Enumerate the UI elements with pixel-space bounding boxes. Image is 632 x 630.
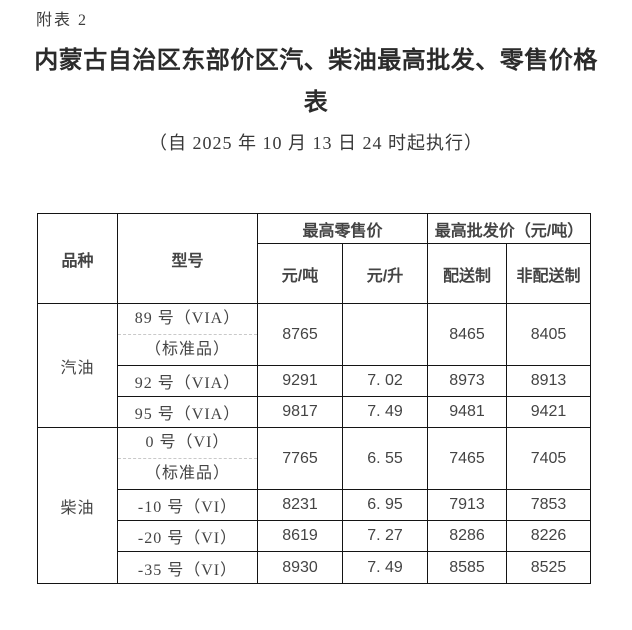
cell-variety-gasoline: 汽油 (37, 303, 118, 428)
appendix-tag: 附表 2 (36, 12, 89, 29)
effective-date-note: （自 2025 年 10 月 13 日 24 时起执行） (149, 133, 483, 153)
cell-retail-liter (341, 303, 429, 366)
cell-model-diesel-minus10: -10 号（VI） (117, 489, 258, 521)
cell-model-diesel-minus20: -20 号（VI） (117, 520, 258, 552)
model-two-line: 89 号（VIA） （标准品） (118, 305, 257, 365)
cell-wholesale-non-delivery: 8405 (506, 303, 592, 366)
table-row-diesel-0: 柴油 0 号（VI） （标准品） 7765 6. 55 7465 7405 (37, 427, 592, 584)
cell-retail-liter: 7. 49 (341, 396, 429, 428)
cell-model-gasoline-89: 89 号（VIA） （标准品） (117, 303, 258, 366)
table-row-diesel-minus35: -35 号（VI） 8930 7. 49 8585 8525 (38, 551, 592, 584)
cell-retail-ton: 7765 (257, 427, 343, 490)
cell-retail-ton: 9291 (257, 365, 343, 397)
table-row-gasoline-92: 92 号（VIA） 9291 7. 02 8973 8913 (38, 365, 592, 397)
model-line-2: （标准品） (144, 341, 230, 358)
cell-retail-liter: 6. 95 (341, 489, 429, 521)
document-title-line1: 内蒙古自治区东部价区汽、柴油最高批发、零售价格 (34, 48, 598, 74)
document-title-line2: 表 (303, 90, 329, 116)
header-cell-yuan-per-ton: 元/吨 (257, 243, 343, 304)
header-cell-retail-group: 最高零售价 (256, 213, 429, 244)
cell-wholesale-delivery: 7465 (427, 427, 508, 490)
model-line-2: （标准品） (144, 465, 230, 482)
model-line-1: 0 号（VI） (118, 429, 257, 459)
header-cell-model: 型号 (117, 213, 258, 304)
cell-model-gasoline-92: 92 号（VIA） (117, 365, 258, 397)
cell-model-diesel-0: 0 号（VI） （标准品） (117, 427, 258, 490)
cell-wholesale-delivery: 8465 (427, 303, 508, 366)
cell-wholesale-delivery: 8585 (427, 551, 508, 584)
table-row-gasoline-95: 95 号（VIA） 9817 7. 49 9481 9421 (38, 396, 592, 428)
cell-retail-ton: 8930 (257, 551, 343, 584)
cell-wholesale-non-delivery: 7853 (506, 489, 592, 521)
model-two-line: 0 号（VI） （标准品） (118, 429, 257, 489)
cell-wholesale-non-delivery: 9421 (506, 396, 592, 428)
cell-retail-ton: 8231 (257, 489, 343, 521)
header-cell-delivery: 配送制 (427, 243, 508, 304)
cell-model-gasoline-95: 95 号（VIA） (117, 396, 258, 428)
cell-retail-ton: 8619 (257, 520, 343, 552)
cell-model-diesel-minus35: -35 号（VI） (117, 551, 258, 584)
table-row-diesel-minus10: -10 号（VI） 8231 6. 95 7913 7853 (38, 489, 592, 521)
price-table: 品种 型号 最高零售价 最高批发价（元/吨） 元/吨 元/升 配送制 非配送制 … (37, 213, 592, 584)
table-row-diesel-minus20: -20 号（VI） 8619 7. 27 8286 8226 (38, 520, 592, 552)
cell-wholesale-delivery: 8973 (427, 365, 508, 397)
cell-wholesale-non-delivery: 8226 (506, 520, 592, 552)
cell-retail-liter: 6. 55 (341, 427, 429, 490)
cell-retail-ton: 8765 (257, 303, 343, 366)
cell-retail-liter: 7. 49 (341, 551, 429, 584)
cell-variety-diesel: 柴油 (37, 427, 118, 584)
document-title: 内蒙古自治区东部价区汽、柴油最高批发、零售价格表 (26, 40, 606, 124)
cell-wholesale-delivery: 8286 (427, 520, 508, 552)
header-cell-variety: 品种 (37, 213, 118, 304)
cell-wholesale-delivery: 7913 (427, 489, 508, 521)
table-row-gasoline-89: 汽油 89 号（VIA） （标准品） 8765 8465 8405 (37, 303, 592, 428)
cell-retail-liter: 7. 27 (341, 520, 429, 552)
cell-wholesale-non-delivery: 7405 (506, 427, 592, 490)
model-line-1: 89 号（VIA） (118, 305, 257, 335)
cell-retail-ton: 9817 (257, 396, 343, 428)
table-header-row-units: 元/吨 元/升 配送制 非配送制 (38, 243, 592, 304)
header-cell-non-delivery: 非配送制 (506, 243, 592, 304)
header-cell-wholesale-group: 最高批发价（元/吨） (427, 213, 592, 244)
cell-retail-liter: 7. 02 (341, 365, 429, 397)
header-cell-yuan-per-liter: 元/升 (341, 243, 429, 304)
cell-wholesale-non-delivery: 8913 (506, 365, 592, 397)
cell-wholesale-delivery: 9481 (427, 396, 508, 428)
cell-wholesale-non-delivery: 8525 (506, 551, 592, 584)
table-header-row-groups: 品种 型号 最高零售价 最高批发价（元/吨） (37, 213, 592, 304)
